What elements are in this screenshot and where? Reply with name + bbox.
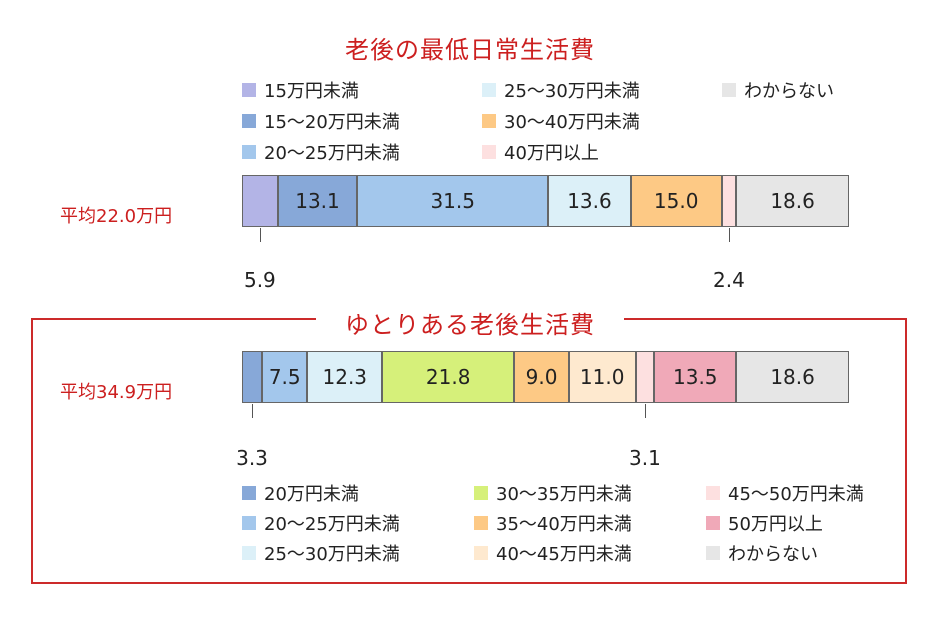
data-label: 15.0 xyxy=(653,189,699,213)
chart-title-min: 老後の最低日常生活費 xyxy=(345,36,595,64)
legend-label: 25〜30万円未満 xyxy=(264,544,400,565)
legend-label: わからない xyxy=(728,544,818,565)
data-label: 18.6 xyxy=(770,189,815,213)
chart-title-comfort: ゆとりある老後生活費 xyxy=(316,305,624,340)
legend-swatch xyxy=(474,546,488,560)
legend-swatch xyxy=(482,145,496,159)
bar-segment: 31.5 xyxy=(357,175,549,227)
average-label-min: 平均22.0万円 xyxy=(60,206,173,227)
legend-label: 35〜40万円未満 xyxy=(496,514,632,535)
legend-swatch xyxy=(242,83,256,97)
legend-swatch xyxy=(474,486,488,500)
legend-item: 35〜40万円未満 xyxy=(474,510,632,536)
bar-segment: 18.6 xyxy=(736,175,849,227)
data-label: 13.1 xyxy=(295,189,340,213)
bar-segment: 21.8 xyxy=(382,351,515,403)
legend-item: 15万円未満 xyxy=(242,77,359,103)
legend-swatch xyxy=(482,83,496,97)
data-label: 13.5 xyxy=(673,365,718,389)
legend-swatch xyxy=(242,546,256,560)
legend-swatch xyxy=(706,486,720,500)
bar-segment: 9.0 xyxy=(514,351,569,403)
bar-segment xyxy=(635,351,655,403)
legend-swatch xyxy=(242,516,256,530)
data-label: 13.6 xyxy=(567,189,612,213)
bar-segment: 7.5 xyxy=(262,351,308,403)
stacked-bar-comfort: 7.5 12.3 21.8 9.0 11.0 13.5 18.6 xyxy=(242,351,849,403)
legend-swatch xyxy=(722,83,736,97)
data-label: 5.9 xyxy=(243,268,276,292)
legend-label: 40万円以上 xyxy=(504,143,599,164)
bar-segment: 11.0 xyxy=(568,351,636,403)
legend-item: 20万円未満 xyxy=(242,480,359,506)
legend-swatch xyxy=(242,486,256,500)
legend-item: 25〜30万円未満 xyxy=(242,540,400,566)
legend-item: 15〜20万円未満 xyxy=(242,108,400,134)
data-label: 21.8 xyxy=(425,365,471,389)
data-label: 7.5 xyxy=(268,365,301,389)
legend-label: 15万円未満 xyxy=(264,81,359,102)
legend-label: わからない xyxy=(744,81,834,102)
data-label: 18.6 xyxy=(770,365,815,389)
callout-tick xyxy=(728,228,730,242)
bar-segment xyxy=(721,175,737,227)
legend-label: 30〜35万円未満 xyxy=(496,484,632,505)
data-label: 3.3 xyxy=(236,446,268,470)
callout-tick xyxy=(252,404,253,418)
bar-segment: 13.5 xyxy=(654,351,737,403)
legend-item: 40〜45万円未満 xyxy=(474,540,632,566)
bar-segment: 18.6 xyxy=(736,351,849,403)
legend-swatch xyxy=(242,145,256,159)
legend-swatch xyxy=(482,114,496,128)
bar-segment xyxy=(242,175,278,227)
legend-item: 30〜40万円未満 xyxy=(482,108,640,134)
legend-label: 50万円以上 xyxy=(728,514,823,535)
data-label: 12.3 xyxy=(322,365,368,389)
bar-segment xyxy=(242,351,262,403)
legend-swatch xyxy=(474,516,488,530)
data-label: 9.0 xyxy=(525,365,558,389)
legend-label: 30〜40万円未満 xyxy=(504,112,640,133)
legend-label: 40〜45万円未満 xyxy=(496,544,632,565)
data-label: 2.4 xyxy=(713,268,745,292)
average-label-comfort: 平均34.9万円 xyxy=(60,382,173,403)
legend-item: 20〜25万円未満 xyxy=(242,139,400,165)
data-label: 3.1 xyxy=(629,446,661,470)
bar-segment: 13.6 xyxy=(548,175,631,227)
legend-label: 20〜25万円未満 xyxy=(264,514,400,535)
legend-item: わからない xyxy=(722,77,834,103)
legend-swatch xyxy=(706,546,720,560)
data-label: 11.0 xyxy=(579,365,625,389)
callout-tick xyxy=(259,228,261,242)
legend-item: 50万円以上 xyxy=(706,510,823,536)
legend-swatch xyxy=(706,516,720,530)
legend-swatch xyxy=(242,114,256,128)
legend-item: 30〜35万円未満 xyxy=(474,480,632,506)
legend-item: わからない xyxy=(706,540,818,566)
legend-label: 15〜20万円未満 xyxy=(264,112,400,133)
bar-segment: 13.1 xyxy=(277,175,358,227)
data-label: 31.5 xyxy=(430,189,475,213)
legend-label: 45〜50万円未満 xyxy=(728,484,864,505)
stacked-bar-min: 13.1 31.5 13.6 15.0 18.6 xyxy=(242,175,849,227)
bar-segment: 12.3 xyxy=(307,351,383,403)
bar-segment: 15.0 xyxy=(630,175,722,227)
legend-label: 20〜25万円未満 xyxy=(264,143,400,164)
callout-tick xyxy=(644,404,646,418)
legend-item: 25〜30万円未満 xyxy=(482,77,640,103)
legend-item: 40万円以上 xyxy=(482,139,599,165)
legend-label: 25〜30万円未満 xyxy=(504,81,640,102)
legend-item: 20〜25万円未満 xyxy=(242,510,400,536)
legend-item: 45〜50万円未満 xyxy=(706,480,864,506)
legend-label: 20万円未満 xyxy=(264,484,359,505)
